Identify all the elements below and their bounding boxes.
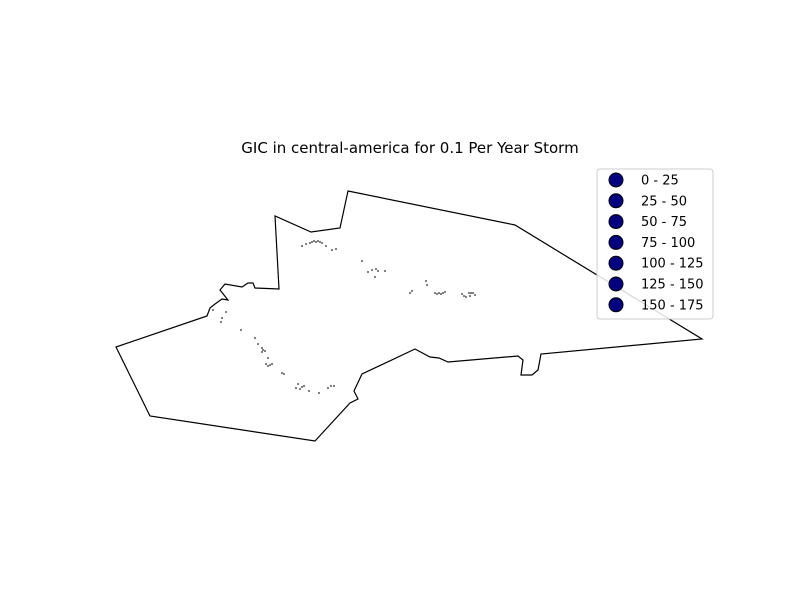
legend-label: 50 - 75 <box>641 215 687 230</box>
gic-point <box>300 385 304 389</box>
gic-point <box>460 292 464 296</box>
gic-point <box>439 292 443 296</box>
legend-marker <box>608 255 624 271</box>
gic-points <box>211 239 477 395</box>
gic-point <box>219 320 223 324</box>
gic-point <box>437 291 441 295</box>
gic-point <box>433 291 437 295</box>
gic-point <box>408 291 412 295</box>
gic-point <box>329 384 333 388</box>
gic-point <box>324 244 328 248</box>
gic-point <box>282 372 286 376</box>
gic-point <box>296 382 300 386</box>
legend-box <box>596 168 714 320</box>
gic-point <box>464 295 468 299</box>
gic-point <box>410 289 414 293</box>
gic-point <box>261 348 265 352</box>
gic-point <box>260 346 264 350</box>
gic-point <box>360 259 364 263</box>
gic-point <box>370 268 374 272</box>
legend-marker <box>608 193 624 209</box>
gic-point <box>366 270 370 274</box>
gic-point <box>471 291 475 295</box>
legend-label: 0 - 25 <box>641 174 679 189</box>
gic-point <box>424 279 428 283</box>
gic-point <box>264 362 268 366</box>
gic-point <box>314 240 318 244</box>
gic-point <box>332 384 336 388</box>
gic-point <box>266 364 270 368</box>
gic-point <box>468 294 472 298</box>
gic-point <box>298 387 302 391</box>
gic-point <box>320 241 324 245</box>
gic-point <box>374 267 378 271</box>
gic-point <box>270 362 274 366</box>
legend-label: 125 - 150 <box>641 278 704 293</box>
gic-point <box>302 384 306 388</box>
legend-label: 150 - 175 <box>641 298 704 313</box>
gic-point <box>280 371 284 375</box>
gic-point <box>435 292 439 296</box>
gic-point <box>316 239 320 243</box>
gic-point <box>443 290 447 294</box>
gic-point <box>425 283 429 287</box>
gic-point <box>318 240 322 244</box>
region-outline <box>115 190 704 442</box>
gic-point <box>256 342 260 346</box>
gic-point <box>253 336 257 340</box>
gic-point <box>266 356 270 360</box>
gic-point <box>300 244 304 248</box>
gic-point <box>268 363 272 367</box>
gic-point <box>308 241 312 245</box>
gic-point <box>469 291 473 295</box>
gic-point <box>441 291 445 295</box>
gic-point <box>373 275 377 279</box>
gic-point <box>462 294 466 298</box>
gic-point <box>330 248 334 252</box>
gic-point <box>263 349 267 353</box>
gic-point <box>326 386 330 390</box>
gic-point <box>310 240 314 244</box>
gic-point <box>239 328 243 332</box>
gic-point <box>376 269 380 273</box>
legend-label: 75 - 100 <box>641 236 695 251</box>
legend-label: 100 - 125 <box>641 257 704 272</box>
gic-point <box>220 316 224 320</box>
legend-marker <box>608 234 624 250</box>
gic-point <box>307 389 311 393</box>
legend-marker <box>608 172 624 188</box>
legend-marker <box>608 214 624 230</box>
gic-point <box>383 269 387 273</box>
gic-point <box>473 293 477 297</box>
gic-point <box>304 242 308 246</box>
gic-point <box>260 350 264 354</box>
gic-point <box>294 386 298 390</box>
legend: 0 - 25 25 - 50 50 - 75 75 - 100 100 - 125 125… <box>596 168 714 320</box>
legend-label: 25 - 50 <box>641 194 687 209</box>
map-title: GIC in central-america for 0.1 Per Year … <box>241 139 578 157</box>
gic-point <box>467 291 471 295</box>
gic-point <box>334 247 338 251</box>
gic-point <box>317 391 321 395</box>
gic-point <box>211 308 215 312</box>
legend-marker <box>608 297 624 313</box>
legend-marker <box>608 276 624 292</box>
gic-point <box>312 239 316 243</box>
gic-point <box>224 310 228 314</box>
